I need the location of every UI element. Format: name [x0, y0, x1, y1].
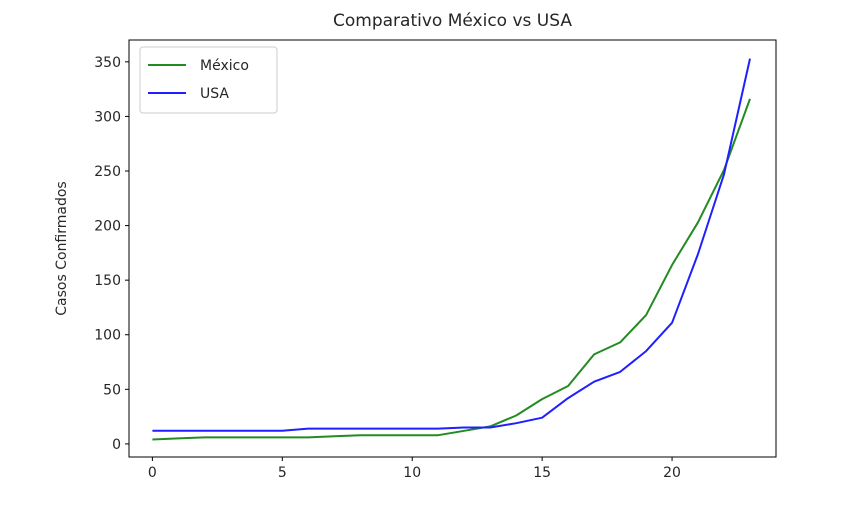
x-axis-ticks: 0 5 10 15 20: [148, 457, 681, 481]
legend: México USA: [139, 46, 278, 114]
y-axis-label: Casos Confirmados: [54, 181, 70, 315]
y-axis-ticks: 0 50 100 150 200 250 300 350: [94, 55, 129, 453]
series-line-usa: [152, 58, 751, 432]
plot-lines: [152, 58, 751, 441]
plot-frame: [128, 39, 777, 458]
x-tick-label: 15: [533, 465, 551, 481]
series-line-mexico: [152, 98, 751, 441]
y-tick-label: 100: [94, 328, 121, 344]
x-tick-label: 10: [403, 465, 421, 481]
legend-label-usa: USA: [200, 86, 229, 102]
y-tick-label: 250: [94, 164, 121, 180]
x-tick-label: 5: [278, 465, 287, 481]
legend-label-mexico: México: [200, 58, 249, 74]
y-tick-label: 350: [94, 55, 121, 71]
chart-title: Comparativo México vs USA: [333, 11, 572, 31]
y-tick-label: 50: [103, 382, 121, 398]
y-tick-label: 200: [94, 219, 121, 235]
x-tick-label: 0: [148, 465, 157, 481]
x-tick-label: 20: [663, 465, 681, 481]
legend-box: [139, 46, 278, 114]
y-tick-label: 150: [94, 273, 121, 289]
y-tick-label: 300: [94, 109, 121, 125]
y-tick-label: 0: [112, 437, 121, 453]
